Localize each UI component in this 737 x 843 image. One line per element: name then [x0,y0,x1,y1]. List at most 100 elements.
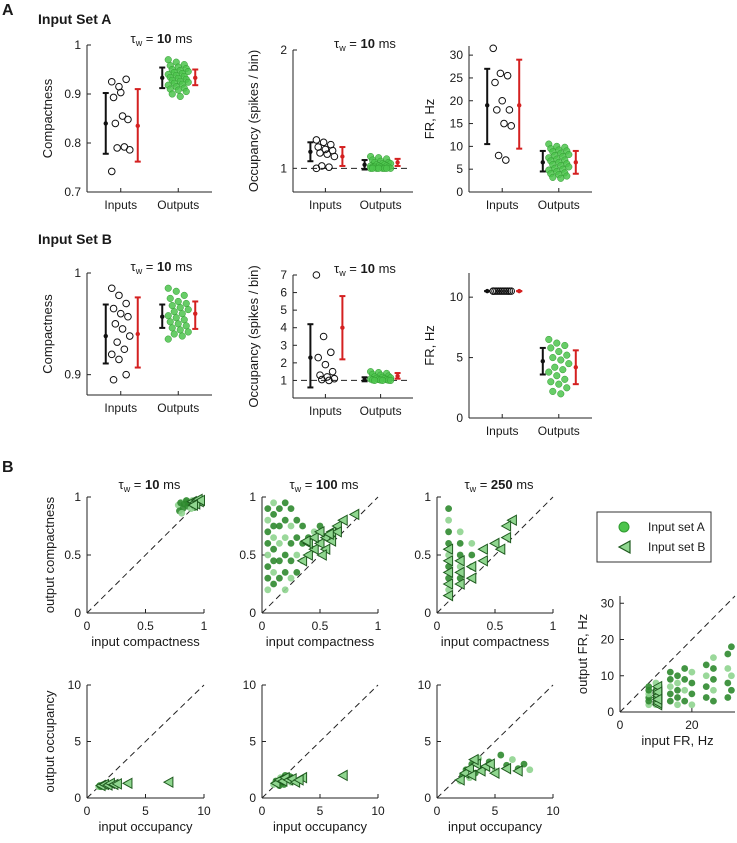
set-a-point [264,563,272,570]
output-std-mean [362,162,367,167]
set-a-point [276,522,283,530]
x-tick-label: Outputs [157,401,199,415]
set-a-point [270,522,277,530]
set-a-point [724,694,732,701]
y-tick-label: 4 [280,321,287,335]
B1-title: τw = 10 ms [119,477,181,494]
set-b-point [337,514,348,527]
input-point [330,374,339,383]
legend-box [596,511,712,563]
set-b-point [293,774,304,786]
set-a-point [281,534,289,541]
output-std-mean [540,359,545,364]
panel-letter-b: B [2,459,14,476]
input-point [107,77,116,86]
output-std-mean [160,314,165,319]
y-tick-label: 7 [280,268,287,282]
y-axis-label: FR, Hz [422,325,437,365]
input-point [500,119,508,128]
chart-B7: 0 20 0 10 20 30 input FR, Hz output FR, Hz [575,595,736,748]
legend-set-b-label: Input set B [648,540,705,554]
set-b-point [465,560,477,573]
output-point [164,312,172,320]
y-tick-label: 20 [450,94,464,108]
y-axis-label: output compactness [42,496,57,613]
input-point [507,122,516,130]
set-b-point [111,778,122,790]
output-point [547,344,555,352]
input-point [330,152,339,161]
output-point [172,314,180,322]
input-point [491,78,499,87]
set-b-point [331,525,342,538]
set-a-point [264,551,272,559]
legend-set-b-marker [617,539,631,555]
input-std-mean [485,103,490,108]
input-point [507,287,516,295]
identity-line [86,496,205,614]
input-point [109,375,118,384]
output-point [557,174,565,182]
set-a-point [666,683,674,691]
set-b-point [442,578,454,590]
set-a-point [681,665,689,672]
set-a-point [710,686,717,694]
set-b-point [500,762,512,775]
x-tick-label: Inputs [309,404,342,418]
output-point [545,335,553,344]
x-tick-label: Inputs [486,424,519,438]
set-a-point [728,686,735,694]
x-tick-label: Inputs [486,198,519,212]
input-point [314,353,323,362]
input-point [120,143,129,151]
set-a-point [445,516,452,524]
set-b-point [454,578,465,590]
set-b-point [454,554,465,567]
set-a-point [270,511,277,518]
x-tick-label: Inputs [309,198,342,212]
set-a-point [497,751,505,759]
set-a-point [710,654,717,662]
set-b-point [465,572,477,585]
x-axis-label: input occupancy [99,819,193,834]
input-point [328,367,337,376]
output-point [555,380,563,388]
identity-line [436,684,554,799]
set-a-point [264,528,272,536]
set-a-point [702,683,710,691]
output-point [549,173,557,181]
y-tick-label: 0 [424,791,431,805]
output-point [180,316,188,324]
set-b-point [442,589,454,602]
y-tick-label: 30 [601,596,615,610]
A5-title: τw = 10 ms [334,261,396,278]
chart-A2: 1 2 Inputs Outputs Occupancy (spikes / bin) τ… [246,36,413,212]
A1-title: τw = 10 ms [131,31,193,48]
input-std-mean [485,288,490,294]
input-point [493,106,501,114]
y-tick-label: 2 [280,43,287,57]
set-a-point [702,661,710,669]
input-point [124,115,132,124]
set-b-point [651,693,663,706]
x-tick-label: 20 [685,718,699,732]
set-a-point [702,694,710,701]
output-ci-mean [193,75,198,81]
set-b-point [651,686,663,698]
y-tick-label: 0.9 [64,368,81,382]
set-a-point [287,505,295,512]
output-point [549,354,557,362]
y-tick-label: 5 [456,162,463,176]
output-point [553,339,561,347]
output-point [168,324,176,332]
set-a-point [645,683,653,691]
output-point [170,330,178,338]
input-point [116,88,125,97]
identity-line [619,595,736,713]
set-a-point [666,675,674,683]
input-point [316,371,324,379]
output-point [176,326,184,334]
A4-title: τw = 10 ms [131,259,193,276]
set-a-point [688,701,696,709]
y-tick-label: 10 [601,669,615,683]
